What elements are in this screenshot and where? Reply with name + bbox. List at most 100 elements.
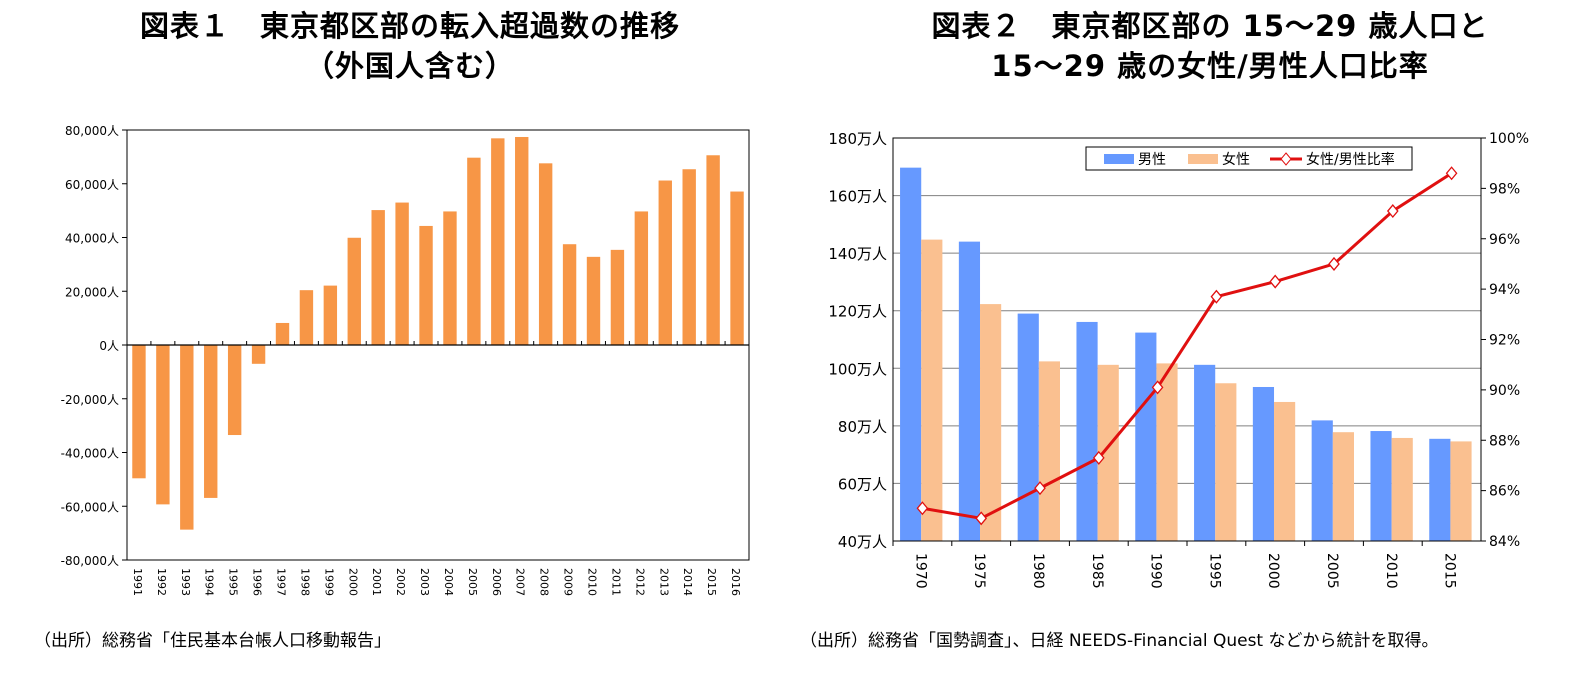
- chart1-title-line2: （外国人含む）: [304, 49, 515, 83]
- chart2-ratio-marker-1970: [916, 501, 929, 516]
- chart2-bar-female-1985: [1097, 364, 1119, 541]
- chart2-bar-male-1970: [900, 167, 922, 541]
- chart2-title: 図表２ 東京都区部の 15～29 歳人口と 15～29 歳の女性/男性人口比率: [830, 6, 1586, 86]
- chart1-x-label-2003: 2003: [418, 568, 431, 596]
- chart1-x-label-2015: 2015: [705, 568, 718, 596]
- chart2-bar-male-1995: [1194, 364, 1216, 541]
- chart2-y2-label: 98%: [1489, 181, 1520, 197]
- chart1-bar-1992: [156, 345, 170, 505]
- chart1-bar-2000: [347, 237, 361, 345]
- chart2-x-label-1970: 1970: [912, 553, 928, 589]
- chart1-x-label-2000: 2000: [346, 568, 359, 596]
- chart2-bar-female-1970: [921, 239, 943, 541]
- chart1-y-label: 20,000人: [65, 285, 119, 299]
- chart1-x-label-2012: 2012: [633, 568, 646, 596]
- chart2-ratio-marker-2000: [1269, 274, 1282, 289]
- chart1-bar-2005: [467, 157, 481, 345]
- chart1-title: 図表１ 東京都区部の転入超過数の推移 （外国人含む）: [60, 6, 760, 86]
- chart2-ratio-marker-1990: [1151, 380, 1164, 395]
- chart1-bar-1993: [180, 345, 194, 530]
- chart1-y-label: 80,000人: [65, 124, 119, 138]
- chart2-y-label: 60万人: [838, 475, 887, 493]
- chart2-y2-label: 94%: [1489, 282, 1520, 298]
- chart2-bar-male-1985: [1076, 321, 1098, 541]
- chart1-bar-1997: [275, 322, 290, 345]
- chart2-y2-label: 90%: [1489, 383, 1520, 399]
- chart2-x-label-1995: 1995: [1206, 553, 1222, 589]
- chart2-bar-female-1995: [1215, 383, 1237, 541]
- chart1-x-label-2014: 2014: [681, 568, 694, 596]
- chart2-bar-female-2015: [1450, 441, 1472, 541]
- chart1-x-label-2002: 2002: [394, 568, 407, 596]
- chart2-y2-label: 92%: [1489, 333, 1520, 349]
- chart1-bar-1998: [299, 290, 314, 345]
- chart2-legend-female-label: 女性: [1222, 151, 1250, 168]
- chart1-bar-1996: [251, 345, 266, 364]
- chart1-y-label: 60,000人: [65, 178, 119, 192]
- chart1-x-label-1991: 1991: [131, 568, 144, 596]
- chart2-source: （出所）総務省「国勢調査」、日経 NEEDS-Financial Quest な…: [800, 631, 1439, 651]
- chart2-x-label-2000: 2000: [1265, 553, 1281, 589]
- chart2-legend-ratio-label: 女性/男性比率: [1306, 151, 1395, 168]
- chart2-title-line1: 図表２ 東京都区部の 15～29 歳人口と: [931, 9, 1489, 43]
- chart2-y-label: 80万人: [838, 418, 887, 436]
- chart2-ratio-line: [922, 172, 1453, 520]
- chart2-y-label: 160万人: [828, 188, 887, 206]
- chart2-bar-male-1975: [958, 241, 981, 541]
- chart1-x-label-1997: 1997: [275, 568, 288, 596]
- chart2-bar-male-2010: [1370, 431, 1392, 541]
- chart1-bar-2010: [586, 256, 601, 345]
- chart1-y-label: -20,000人: [61, 393, 119, 407]
- chart1-title-line1: 図表１ 東京都区部の転入超過数の推移: [139, 9, 680, 43]
- chart2-x-label-2010: 2010: [1383, 553, 1399, 589]
- chart2-x-label-1975: 1975: [971, 553, 987, 589]
- chart2-y2-label: 86%: [1489, 484, 1520, 500]
- chart2-ratio-marker-1980: [1034, 481, 1046, 496]
- chart2-ratio-marker-2015: [1445, 166, 1458, 181]
- chart1-bar-1999: [323, 285, 338, 345]
- chart1-y-label: -60,000人: [61, 500, 119, 514]
- chart2-ratio-marker-1985: [1092, 450, 1105, 465]
- chart2-x-label-1980: 1980: [1030, 553, 1046, 589]
- chart2-bar-female-1975: [980, 304, 1002, 541]
- chart2-y-label: 140万人: [828, 245, 887, 263]
- chart2-x-label-2005: 2005: [1324, 553, 1340, 589]
- chart2-ratio-marker-2010: [1386, 204, 1399, 219]
- chart2-bar-female-2000: [1274, 401, 1296, 541]
- chart2-ratio-marker-1975: [975, 511, 988, 526]
- chart2-y2-label: 100%: [1489, 131, 1529, 147]
- chart2-y2-label: 96%: [1489, 232, 1520, 248]
- chart2-bar-female-1990: [1156, 363, 1178, 541]
- chart2-bar-male-2015: [1429, 438, 1451, 541]
- chart1-x-label-2011: 2011: [609, 568, 622, 596]
- chart1-bar-2014: [682, 169, 696, 345]
- chart2-legend: [1085, 146, 1413, 171]
- chart1-y-label: 0人: [99, 339, 119, 353]
- chart2-legend-male-swatch: [1104, 154, 1134, 164]
- chart2-bar-female-1980: [1038, 361, 1060, 541]
- chart1-x-label-1994: 1994: [203, 568, 216, 596]
- chart1-x-label-2009: 2009: [562, 568, 575, 596]
- chart1-x-label-1998: 1998: [298, 568, 311, 596]
- chart2-ratio-marker-1995: [1210, 289, 1223, 304]
- chart1-x-label-2007: 2007: [514, 568, 527, 596]
- chart1-bar-2002: [395, 202, 409, 345]
- chart1-bar-2011: [610, 249, 625, 345]
- chart2-plot-frame: [892, 137, 1482, 542]
- chart1-x-label-1995: 1995: [227, 568, 240, 596]
- chart1-x-label-2016: 2016: [729, 568, 742, 596]
- chart1-x-label-2004: 2004: [442, 568, 455, 596]
- chart1-x-label-2001: 2001: [370, 568, 383, 596]
- chart1-bar-1994: [204, 345, 218, 498]
- chart1-x-label-1996: 1996: [251, 568, 264, 596]
- chart2-bar-male-1990: [1135, 332, 1157, 541]
- chart1-x-label-1993: 1993: [179, 568, 192, 596]
- chart2-ratio-marker-2005: [1328, 256, 1340, 271]
- chart2-y2-label: 84%: [1489, 534, 1520, 550]
- chart1-x-label-1999: 1999: [322, 568, 335, 596]
- chart1-y-label: 40,000人: [65, 232, 119, 246]
- chart2-y-label: 180万人: [828, 130, 887, 148]
- chart1-bar-2012: [634, 211, 649, 345]
- chart1-x-label-2008: 2008: [538, 568, 551, 596]
- chart2-bar-male-1980: [1017, 313, 1039, 541]
